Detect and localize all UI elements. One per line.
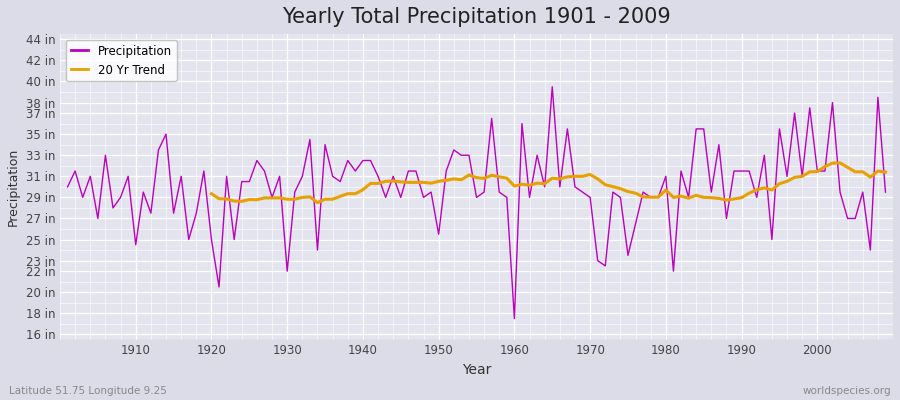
Precipitation [62, 184, 73, 189]
Y-axis label: Precipitation: Precipitation [7, 148, 20, 226]
Precipitation [335, 179, 346, 184]
20 Yr Trend [834, 160, 845, 165]
20 Yr Trend [774, 181, 785, 186]
Precipitation [547, 84, 558, 89]
20 Yr Trend [418, 180, 429, 185]
20 Yr Trend [880, 170, 891, 174]
20 Yr Trend [297, 195, 308, 200]
Precipitation [501, 195, 512, 200]
Line: Precipitation: Precipitation [68, 87, 886, 318]
Text: Latitude 51.75 Longitude 9.25: Latitude 51.75 Longitude 9.25 [9, 386, 166, 396]
Precipitation [290, 190, 301, 194]
Text: worldspecies.org: worldspecies.org [803, 386, 891, 396]
20 Yr Trend [789, 175, 800, 180]
Precipitation [509, 316, 520, 321]
Precipitation [122, 174, 133, 179]
20 Yr Trend [683, 196, 694, 200]
Legend: Precipitation, 20 Yr Trend: Precipitation, 20 Yr Trend [66, 40, 176, 81]
Line: 20 Yr Trend: 20 Yr Trend [212, 163, 886, 203]
20 Yr Trend [865, 175, 876, 180]
X-axis label: Year: Year [462, 363, 491, 377]
20 Yr Trend [312, 200, 323, 205]
Precipitation [517, 121, 527, 126]
Precipitation [615, 195, 626, 200]
Precipitation [880, 190, 891, 194]
20 Yr Trend [206, 191, 217, 196]
Title: Yearly Total Precipitation 1901 - 2009: Yearly Total Precipitation 1901 - 2009 [282, 7, 670, 27]
